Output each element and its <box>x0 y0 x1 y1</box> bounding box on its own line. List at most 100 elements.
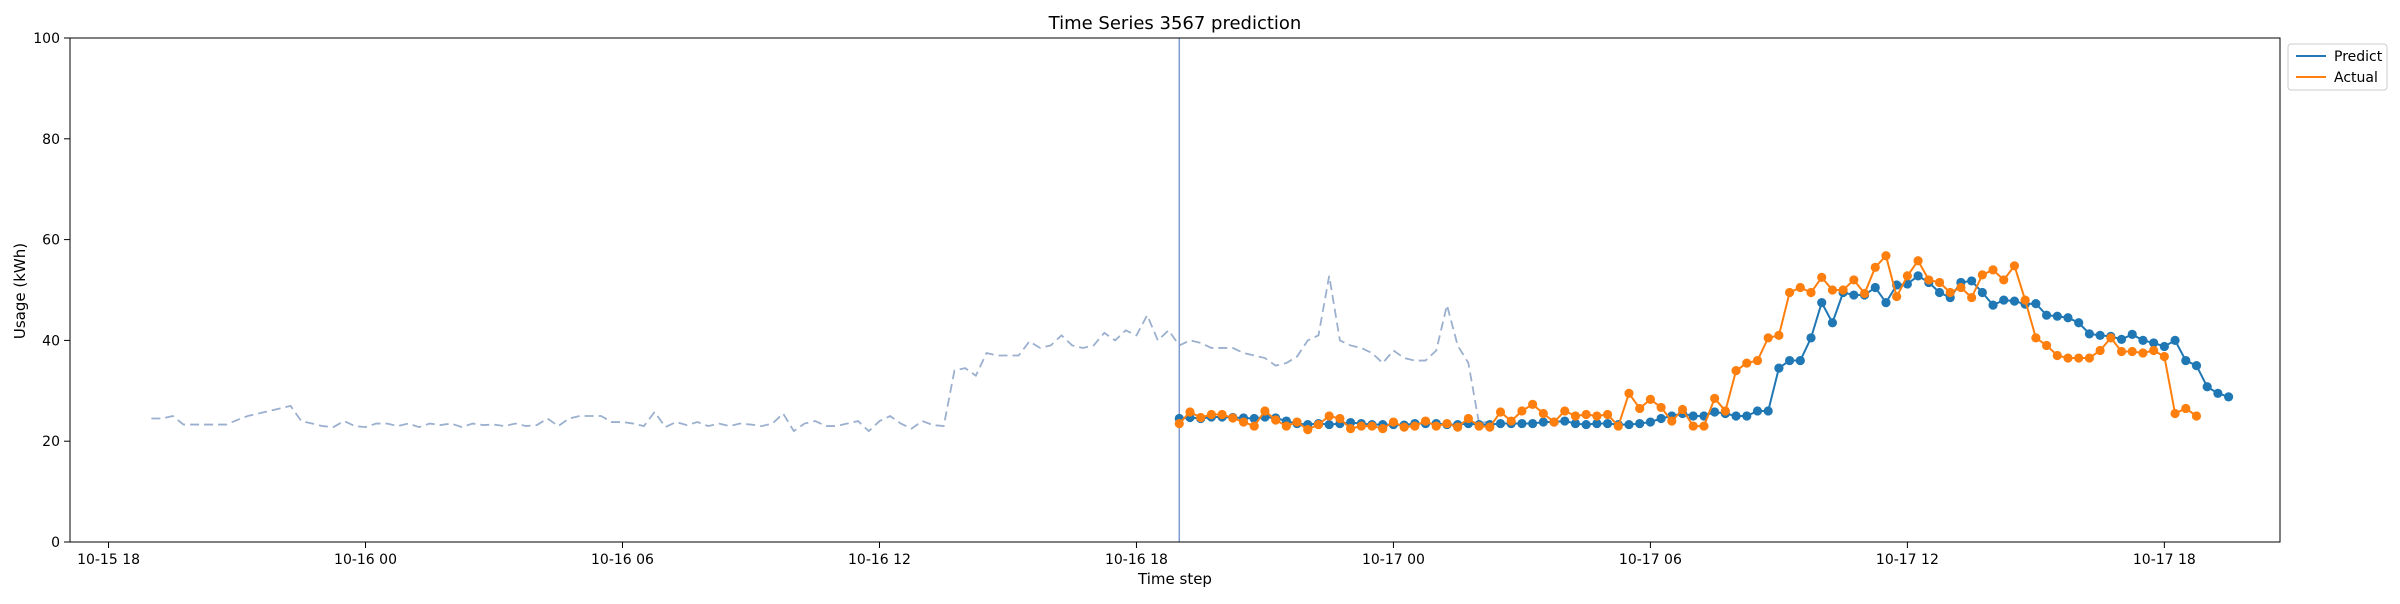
legend-label-actual: Actual <box>2334 70 2378 86</box>
data-point-actual <box>2170 408 2180 419</box>
series-line-predict <box>1179 274 2229 427</box>
data-point-predict <box>1710 407 1720 417</box>
data-point-actual <box>1238 417 1249 427</box>
data-point-actual <box>1185 407 1195 417</box>
data-point-predict <box>2159 341 2169 352</box>
x-axis: 10-15 18 10-16 00 10-16 06 10-16 12 10-16 18… <box>77 542 2196 568</box>
data-point-predict <box>1785 355 1795 366</box>
data-point-predict <box>2052 311 2062 321</box>
data-point-predict <box>1528 418 1538 429</box>
data-point-actual <box>1602 409 1613 420</box>
data-point-predict <box>1913 271 1923 281</box>
data-point-predict <box>2009 296 2020 306</box>
data-point-actual <box>1271 415 1281 425</box>
data-point-actual <box>1967 292 1977 303</box>
data-point-predict <box>1849 290 1859 300</box>
data-point-actual <box>2116 346 2127 357</box>
data-point-predict <box>2074 318 2084 328</box>
data-point-predict <box>1752 406 1763 416</box>
x-tick-label: 10-17 06 <box>1619 552 1682 568</box>
data-point-actual <box>2181 403 2191 414</box>
data-point-actual <box>1881 251 1891 261</box>
data-point-predict <box>1581 419 1591 430</box>
data-point-actual <box>1196 412 1206 423</box>
data-point-actual <box>1356 421 1366 431</box>
data-point-actual <box>1570 411 1581 421</box>
data-point-predict <box>2213 388 2223 398</box>
data-point-predict <box>1570 418 1581 429</box>
data-point-actual <box>2191 411 2202 421</box>
data-point-actual <box>1292 417 1302 427</box>
data-point-actual <box>1806 287 1816 298</box>
y-tick-label: 80 <box>42 132 60 148</box>
data-point-actual <box>1635 403 1645 414</box>
data-point-actual <box>1913 256 1923 266</box>
x-tick-label: 10-17 18 <box>2133 552 2196 568</box>
series-layer <box>1174 251 2234 435</box>
data-point-actual <box>1453 422 1463 432</box>
data-point-actual <box>1988 265 1998 275</box>
data-point-actual <box>2063 353 2073 363</box>
data-point-actual <box>1710 393 1720 403</box>
data-point-actual <box>2106 333 2116 343</box>
data-point-predict <box>1795 355 1805 366</box>
x-tick-label: 10-16 12 <box>848 552 911 568</box>
data-point-actual <box>1624 388 1634 398</box>
data-point-predict <box>2181 355 2191 366</box>
data-point-actual <box>1206 409 1217 420</box>
data-point-actual <box>1431 421 1441 431</box>
chart-title: Time Series 3567 prediction <box>1048 13 1302 34</box>
data-point-actual <box>1335 413 1345 424</box>
data-point-actual <box>2020 295 2030 305</box>
data-point-predict <box>1656 413 1666 424</box>
data-point-actual <box>1217 409 1227 420</box>
data-point-actual <box>1667 416 1677 426</box>
data-point-actual <box>1260 406 1270 416</box>
x-tick-label: 10-16 06 <box>591 552 654 568</box>
data-point-actual <box>1945 287 1955 298</box>
data-point-predict <box>1635 418 1645 429</box>
data-point-predict <box>2041 310 2052 320</box>
data-point-predict <box>1817 298 1827 308</box>
data-point-predict <box>2191 361 2202 371</box>
data-point-predict <box>1560 416 1570 426</box>
data-point-predict <box>1967 276 1977 286</box>
data-point-actual <box>2138 348 2148 358</box>
data-point-actual <box>1688 421 1698 431</box>
data-point-predict <box>1827 318 1838 328</box>
data-point-actual <box>1378 424 1388 434</box>
y-tick-label: 60 <box>42 233 60 249</box>
data-point-actual <box>2084 353 2095 363</box>
data-point-actual <box>1785 287 1795 298</box>
data-point-predict <box>1645 417 1656 427</box>
x-axis-label: Time step <box>1137 570 1212 588</box>
data-point-actual <box>1742 358 1752 368</box>
data-point-actual <box>1463 413 1473 424</box>
data-point-actual <box>1645 394 1656 404</box>
y-tick-label: 20 <box>42 434 60 450</box>
data-point-actual <box>1859 288 1870 299</box>
data-point-predict <box>1977 287 1987 298</box>
data-point-actual <box>1592 411 1602 421</box>
legend-label-predict: Predict <box>2334 49 2383 65</box>
data-point-predict <box>1495 418 1506 429</box>
data-point-actual <box>2052 350 2062 361</box>
data-point-predict <box>2224 392 2234 402</box>
data-point-actual <box>1613 421 1623 431</box>
data-point-actual <box>2009 261 2020 271</box>
data-point-actual <box>1249 421 1259 431</box>
data-point-predict <box>2138 335 2148 345</box>
data-point-actual <box>1346 424 1356 434</box>
data-point-actual <box>1281 421 1291 431</box>
data-point-predict <box>2063 313 2073 323</box>
data-point-predict <box>1592 418 1602 429</box>
data-point-predict <box>1688 411 1698 421</box>
data-point-predict <box>1517 418 1527 429</box>
y-tick-label: 100 <box>33 31 60 47</box>
data-point-predict <box>1324 419 1334 430</box>
y-axis: 0 20 40 60 80 100 <box>33 31 70 551</box>
data-point-actual <box>1174 418 1184 429</box>
x-tick-label: 10-16 18 <box>1105 552 1168 568</box>
data-point-actual <box>1774 330 1784 340</box>
